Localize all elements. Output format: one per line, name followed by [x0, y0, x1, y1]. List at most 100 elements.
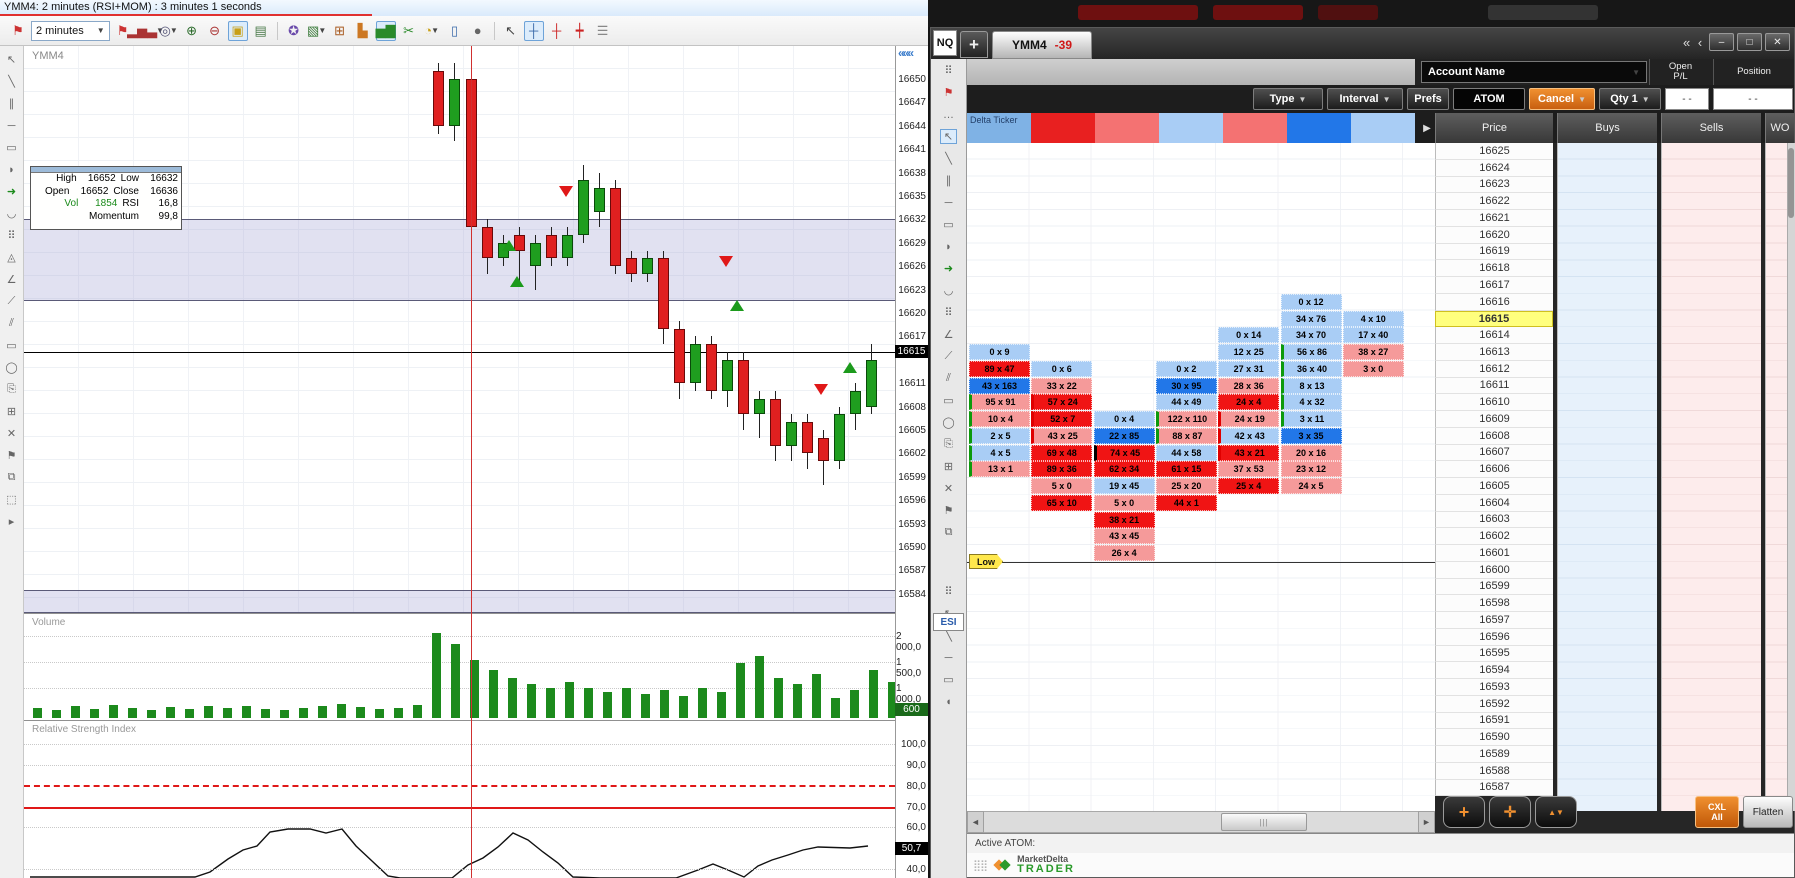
- callout-tool-icon[interactable]: ◗: [8, 163, 15, 176]
- trendline-tool-icon[interactable]: ╲: [945, 153, 952, 165]
- scroll-left-arrow[interactable]: ◄: [967, 811, 984, 833]
- flatten-button[interactable]: Flatten: [1743, 796, 1793, 828]
- footprint-hscrollbar-thumb[interactable]: |||: [1221, 813, 1307, 831]
- maximize-button[interactable]: □: [1737, 33, 1762, 51]
- clipboard-tool-icon[interactable]: ⎘: [7, 383, 16, 395]
- price-axis[interactable]: ««« 16615 600 50,7 16650 16647 16644 16641 1…: [895, 46, 928, 878]
- grid-tool-icon[interactable]: ⠿: [7, 230, 16, 242]
- price-cell[interactable]: 16617: [1435, 277, 1553, 294]
- price-cell[interactable]: 16594: [1435, 662, 1553, 679]
- price-cell[interactable]: 16606: [1435, 461, 1553, 478]
- price-cell[interactable]: 16609: [1435, 411, 1553, 428]
- ray-tool-icon[interactable]: ⟋: [944, 350, 953, 362]
- add-order-button[interactable]: +: [1443, 796, 1485, 828]
- price-cell[interactable]: 16588: [1435, 762, 1553, 780]
- price-cell[interactable]: 16621: [1435, 210, 1553, 227]
- price-cell[interactable]: 16615: [1435, 310, 1553, 328]
- ellipse-tool-icon[interactable]: ◯: [5, 362, 18, 374]
- wo-column-header[interactable]: WO: [1765, 113, 1794, 143]
- close-button[interactable]: ✕: [1765, 33, 1790, 51]
- price-cell[interactable]: 16605: [1435, 478, 1553, 495]
- price-column-header[interactable]: Price: [1435, 113, 1553, 143]
- account-dropdown[interactable]: Account Name ▼: [1421, 61, 1647, 83]
- price-cell[interactable]: 16607: [1435, 444, 1553, 462]
- parallel-tool-icon[interactable]: ∥: [8, 98, 15, 110]
- price-cell[interactable]: 16601: [1435, 545, 1553, 562]
- structure-icon[interactable]: ⊞: [334, 22, 346, 38]
- magnifier-icon[interactable]: ◎ ▼: [159, 22, 178, 38]
- pin-icon[interactable]: ⚑: [943, 87, 954, 99]
- cursor-tool-icon[interactable]: ↖: [6, 54, 17, 66]
- interval-combo[interactable]: 2 minutes ▼: [31, 20, 110, 41]
- interval-dropdown[interactable]: Interval ▼: [1327, 88, 1403, 110]
- price-cell[interactable]: 16589: [1435, 746, 1553, 763]
- expand-arrow-icon[interactable]: ▶: [1419, 113, 1435, 143]
- pitchfork-tool-icon[interactable]: ◬: [7, 252, 16, 264]
- note-tool-icon[interactable]: ▭: [943, 674, 954, 686]
- price-cell[interactable]: 16613: [1435, 344, 1553, 361]
- crosshair-red2-icon[interactable]: ┿: [575, 22, 584, 38]
- price-cell[interactable]: 16623: [1435, 176, 1553, 194]
- side-tab-nq[interactable]: NQ: [933, 30, 957, 56]
- zoom-out-icon[interactable]: ⊖: [209, 22, 221, 38]
- layers-tool-icon[interactable]: ⧉: [944, 526, 953, 538]
- mouse-icon[interactable]: ●: [473, 23, 482, 38]
- ladder-scrollbar[interactable]: [1787, 143, 1795, 811]
- cancel-all-button[interactable]: CXL All: [1695, 796, 1739, 828]
- flag-tool-icon[interactable]: ⚑: [6, 450, 17, 462]
- price-cell[interactable]: 16602: [1435, 528, 1553, 545]
- columns-icon[interactable]: ▙: [357, 22, 368, 38]
- delete-tool-icon[interactable]: ✕: [943, 483, 954, 495]
- note-tool-icon[interactable]: ▭: [6, 142, 17, 154]
- histogram-icon[interactable]: ▅▇: [375, 20, 396, 41]
- rectangle-tool-icon[interactable]: ▭: [6, 340, 17, 352]
- grip-icon[interactable]: ⣿⣿: [973, 859, 988, 872]
- cursor-tool-icon[interactable]: ↖: [940, 129, 957, 144]
- prefs-button[interactable]: Prefs: [1407, 88, 1449, 110]
- price-cell[interactable]: 16600: [1435, 561, 1553, 579]
- price-cell[interactable]: 16620: [1435, 226, 1553, 244]
- price-cell[interactable]: 16593: [1435, 679, 1553, 696]
- device-icon[interactable]: ▯: [451, 22, 459, 38]
- price-cell[interactable]: 16597: [1435, 612, 1553, 629]
- table-tool-icon[interactable]: ⊞: [6, 406, 17, 418]
- trendline-tool-icon[interactable]: ╲: [945, 630, 952, 642]
- delete-tool-icon[interactable]: ✕: [6, 428, 17, 440]
- tab-ymm4[interactable]: YMM4 -39: [992, 31, 1092, 59]
- arc-tool-icon[interactable]: ◡: [6, 208, 17, 220]
- wo-column[interactable]: [1765, 143, 1787, 811]
- price-cell[interactable]: 16619: [1435, 243, 1553, 261]
- callout-tool-icon[interactable]: ◗: [945, 240, 952, 253]
- more-dots-icon[interactable]: …: [943, 108, 954, 121]
- hline-tool-icon[interactable]: ─: [944, 651, 953, 664]
- sells-column-header[interactable]: Sells: [1661, 113, 1761, 143]
- arc-tool-icon[interactable]: ◡: [943, 285, 954, 297]
- add-tab-button[interactable]: +: [960, 31, 988, 58]
- crosshair-red-icon[interactable]: ┼: [552, 23, 562, 38]
- lock-icon[interactable]: ▣: [227, 20, 248, 41]
- price-cell[interactable]: 16616: [1435, 293, 1553, 311]
- rectangle-tool-icon[interactable]: ▭: [943, 395, 954, 407]
- atom-button[interactable]: ATOM: [1453, 88, 1525, 110]
- compass-icon[interactable]: ✪: [288, 22, 300, 38]
- type-dropdown[interactable]: Type ▼: [1253, 88, 1323, 110]
- alert-bell-icon[interactable]: ◔ ▼: [424, 23, 440, 38]
- price-cell[interactable]: 16612: [1435, 360, 1553, 378]
- buys-column-header[interactable]: Buys: [1557, 113, 1657, 143]
- price-cell[interactable]: 16614: [1435, 327, 1553, 344]
- region-tool-icon[interactable]: ⬚: [6, 494, 17, 506]
- side-tab-es[interactable]: ESI: [933, 613, 964, 631]
- cancel-dropdown[interactable]: Cancel ▼: [1529, 88, 1595, 110]
- center-price-button[interactable]: ✛: [1489, 796, 1531, 828]
- candlestick-chart-pane[interactable]: YMM4 High 16652 Low 16632 Open 16652 Clo…: [24, 46, 895, 613]
- price-cell[interactable]: 16622: [1435, 193, 1553, 210]
- bars-style-icon[interactable]: ▂▅▃ ▼: [127, 22, 165, 38]
- price-cell[interactable]: 16590: [1435, 729, 1553, 746]
- trendline-tool-icon[interactable]: ╲: [8, 76, 15, 88]
- price-cell[interactable]: 16610: [1435, 394, 1553, 411]
- flag-tool-icon[interactable]: ⚑: [943, 505, 954, 517]
- price-cell[interactable]: 16604: [1435, 494, 1553, 512]
- channel-tool-icon[interactable]: ⫽: [9, 317, 14, 329]
- angle-tool-icon[interactable]: ∠: [943, 329, 954, 341]
- price-cell[interactable]: 16598: [1435, 595, 1553, 612]
